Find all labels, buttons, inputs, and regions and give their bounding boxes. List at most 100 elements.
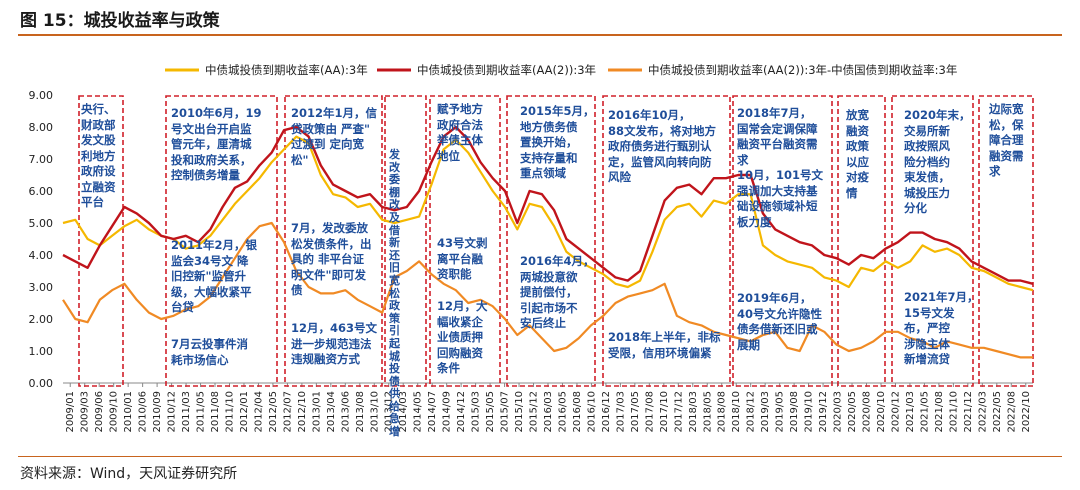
policy-annotation: 2021年7月， 15号文发 布，严控 涉隐主体 新增流贷 xyxy=(904,290,979,366)
legend-label: 中债城投债到期收益率(AA):3年 xyxy=(205,63,368,77)
policy-annotation: 赋予地方 政府合法 举债主体 地位 xyxy=(437,102,483,163)
policy-annotation: 2016年4月， 两城投意欲 提前偿付， 引起市场不 安后终止 xyxy=(520,254,595,330)
x-tick-label: 2014/05 xyxy=(413,391,424,433)
x-tick-label: 2013/10 xyxy=(369,391,380,433)
series-line-2 xyxy=(62,125,1034,285)
x-tick-label: 2022/10 xyxy=(1021,391,1032,433)
x-tick-label: 2015/03 xyxy=(471,391,482,433)
policy-annotation: 12月，463号文 进一步规范违法 违规融资方式 xyxy=(291,321,378,366)
x-tick-label: 2020/08 xyxy=(862,391,873,433)
policy-annotation: 2010年6月，19 号文出台开启监 管元年，厘清城 投和政府关系， 控制债务增… xyxy=(171,106,262,182)
policy-period-box xyxy=(429,95,501,387)
policy-annotation: 2018年上半年，非标 受限，信用环境偏紧 xyxy=(608,330,721,360)
x-tick-label: 2019/10 xyxy=(804,391,815,433)
policy-annotation: 发 改 委 棚 改 及 借 新 还 旧 宽 松 政 策 引 起 城 投 债 供 … xyxy=(389,148,400,439)
policy-period-box xyxy=(78,95,124,387)
x-tick-label: 2021/03 xyxy=(905,391,916,433)
x-tick-label: 2017/12 xyxy=(673,391,684,433)
policy-annotation: 7月云投事件消 耗市场信心 xyxy=(171,337,249,367)
policy-annotation: 7月，发改委放 松发债条件，出 具的 非平台证 明文件"即可发 债 xyxy=(291,221,372,297)
y-tick-label: 0.00 xyxy=(29,377,54,390)
policy-period-box xyxy=(837,95,886,387)
title-divider xyxy=(18,34,1062,36)
y-tick-label: 6.00 xyxy=(29,185,54,198)
x-tick-label: 2021/08 xyxy=(934,391,945,433)
x-tick-label: 2012/01 xyxy=(239,391,250,433)
x-tick-label: 2017/03 xyxy=(615,391,626,433)
x-tick-label: 2014/09 xyxy=(442,391,453,433)
policy-period-box xyxy=(891,95,974,387)
x-tick-label: 2015/12 xyxy=(529,391,540,433)
x-tick-label: 2019/08 xyxy=(789,391,800,433)
x-tick-label: 2016/10 xyxy=(586,391,597,433)
policy-annotation: 放宽 融资 政策 以应 对疫 情 xyxy=(846,108,869,200)
series-line-3 xyxy=(62,221,1033,359)
x-tick-label: 2013/04 xyxy=(326,391,337,433)
policy-period-box xyxy=(384,95,427,387)
x-tick-label: 2016/08 xyxy=(572,391,583,433)
y-tick-label: 3.00 xyxy=(29,281,54,294)
y-tick-label: 9.00 xyxy=(29,89,54,102)
x-tick-label: 2010/06 xyxy=(138,391,149,433)
x-tick-label: 2010/12 xyxy=(167,391,178,433)
x-tick-label: 2021/10 xyxy=(948,391,959,433)
x-tick-label: 2016/05 xyxy=(557,391,568,433)
policy-period-box xyxy=(284,95,383,387)
x-tick-label: 2012/05 xyxy=(268,391,279,433)
x-tick-label: 2009/06 xyxy=(94,391,105,433)
x-tick-label: 2021/12 xyxy=(963,391,974,433)
policy-annotation: 2018年7月， 国常会定调保障 融资平台融资需 求 10月，101号文 强调加… xyxy=(737,106,824,229)
series-line-1 xyxy=(62,135,1034,292)
x-tick-label: 2014/12 xyxy=(456,391,467,433)
policy-period-box xyxy=(978,95,1034,387)
y-tick-label: 1.00 xyxy=(29,345,54,358)
policy-period-box xyxy=(506,95,596,387)
x-tick-label: 2020/12 xyxy=(890,391,901,433)
policy-annotation: 2016年10月， 88文发布，将对地方 政府债务进行甄别认 定，监管风向转向防… xyxy=(608,108,717,184)
policy-annotation: 12月，大 幅收紧企 业债质押 回购融资 条件 xyxy=(437,299,488,375)
x-tick-label: 2013/08 xyxy=(355,391,366,433)
x-tick-label: 2013/06 xyxy=(340,391,351,433)
x-tick-label: 2022/08 xyxy=(1006,391,1017,433)
x-tick-label: 2018/08 xyxy=(717,391,728,433)
policy-annotation: 边际宽 松，保 障合理 融资需 求 xyxy=(989,102,1024,178)
x-tick-label: 2017/05 xyxy=(630,391,641,433)
x-tick-label: 2013/12 xyxy=(384,391,395,433)
policy-annotation: 2015年5月， 地方债务债 置换开始， 支持存量和 重点领域 xyxy=(520,104,595,180)
x-tick-label: 2019/05 xyxy=(775,391,786,433)
figure-title: 图 15：城投收益率与政策 xyxy=(20,11,220,31)
x-tick-label: 2011/05 xyxy=(196,391,207,433)
x-tick-label: 2012/04 xyxy=(253,391,264,433)
x-tick-label: 2018/10 xyxy=(731,391,742,433)
policy-period-box xyxy=(165,95,278,387)
x-tick-label: 2011/10 xyxy=(224,391,235,433)
y-tick-label: 8.00 xyxy=(29,121,54,134)
x-tick-label: 2015/05 xyxy=(485,391,496,433)
x-tick-label: 2018/03 xyxy=(688,391,699,433)
y-tick-label: 2.00 xyxy=(29,313,54,326)
policy-annotation: 央行、 财政部 发文股 利地方 政府设 立融资 平台 xyxy=(81,102,116,209)
x-tick-label: 2014/03 xyxy=(398,391,409,433)
legend-label: 中债城投债到期收益率(AA(2)):3年-中债国债到期收益率:3年 xyxy=(648,63,957,77)
x-tick-label: 2015/10 xyxy=(514,391,525,433)
policy-annotation: 2012年1月，信 贷政策由 严查" 过渡到 定向宽 松" xyxy=(291,106,378,167)
legend-label: 中债城投债到期收益率(AA(2)):3年 xyxy=(417,63,596,77)
policy-annotation: 2020年末， 交易所新 政按照风 险分档约 束发债， 城投压力 分化 xyxy=(904,108,971,215)
x-tick-label: 2014/07 xyxy=(427,391,438,433)
x-tick-label: 2017/10 xyxy=(659,391,670,433)
y-tick-label: 7.00 xyxy=(29,153,54,166)
x-tick-label: 2022/05 xyxy=(992,391,1003,433)
policy-annotation: 2019年6月， 40号文允许隐性 债务借新还旧或 展期 xyxy=(737,291,823,352)
x-tick-label: 2020/03 xyxy=(833,391,844,433)
source-divider xyxy=(18,456,1062,457)
policy-annotation: 2011年2月，银 监会34号文 降 旧控新"监管升 级，大幅收紧平 台贷 xyxy=(171,238,258,314)
x-tick-label: 2010/09 xyxy=(152,391,163,433)
x-tick-label: 2020/05 xyxy=(847,391,858,433)
x-tick-label: 2018/12 xyxy=(746,391,757,433)
y-tick-label: 5.00 xyxy=(29,217,54,230)
x-tick-label: 2022/03 xyxy=(977,391,988,433)
x-tick-label: 2015/07 xyxy=(500,391,511,433)
x-tick-label: 2012/07 xyxy=(282,391,293,433)
x-tick-label: 2018/05 xyxy=(702,391,713,433)
source-note: 资料来源：Wind，天风证券研究所 xyxy=(20,466,238,482)
